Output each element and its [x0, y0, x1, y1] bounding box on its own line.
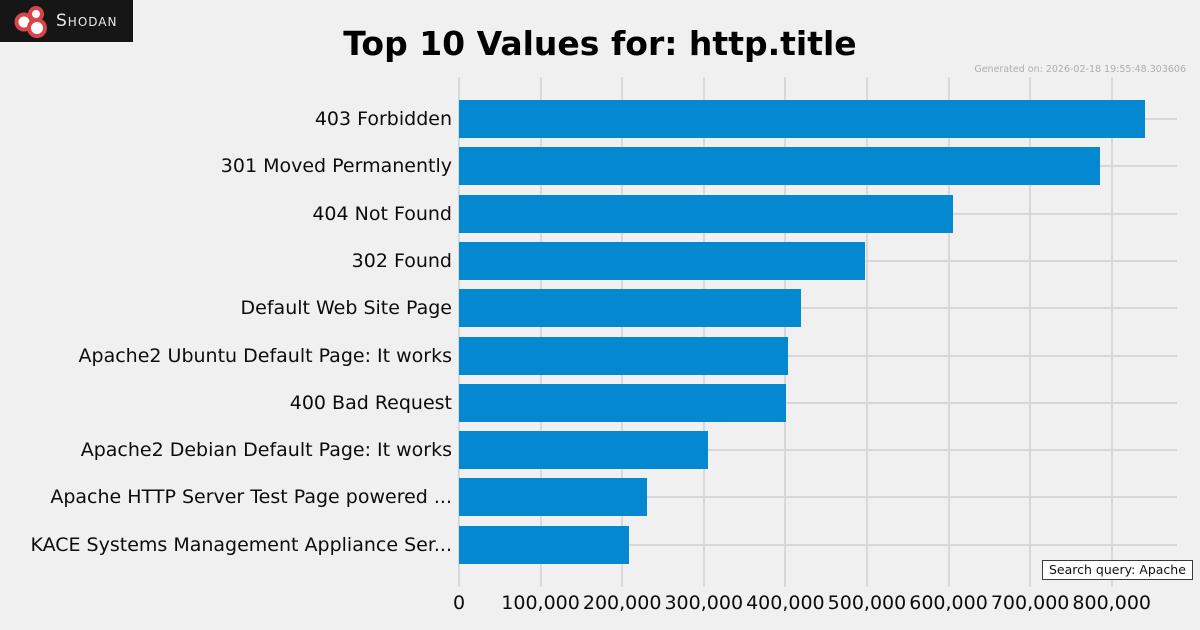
x-gridline	[539, 77, 542, 587]
x-gridline	[1029, 77, 1032, 587]
category-label: 301 Moved Permanently	[220, 155, 452, 178]
bar	[459, 100, 1146, 139]
chart-title: Top 10 Values for: http.title	[343, 24, 857, 63]
y-gridline	[459, 449, 1177, 452]
x-tick-label: 800,000	[1072, 592, 1151, 614]
category-label: Apache HTTP Server Test Page powered ...	[50, 486, 452, 509]
x-gridline	[621, 77, 624, 587]
x-gridline	[702, 77, 705, 587]
bar	[459, 336, 788, 375]
x-tick-label: 100,000	[501, 592, 580, 614]
x-tick-label: 700,000	[990, 592, 1070, 614]
category-label: Default Web Site Page	[240, 297, 452, 320]
x-gridline	[865, 77, 868, 587]
category-label: KACE Systems Management Appliance Ser...	[30, 533, 452, 556]
shodan-logo: Shodan	[0, 0, 133, 42]
category-label: Apache2 Ubuntu Default Page: It works	[78, 344, 452, 367]
bar	[459, 147, 1101, 186]
category-label: 404 Not Found	[312, 202, 452, 225]
x-tick-label: 0	[452, 592, 466, 614]
x-gridline	[947, 77, 950, 587]
category-label: Apache2 Debian Default Page: It works	[80, 439, 452, 462]
bar	[459, 525, 629, 564]
bar	[459, 478, 647, 517]
x-tick-label: 400,000	[746, 592, 825, 614]
x-gridline	[458, 77, 460, 587]
x-tick-label: 500,000	[827, 592, 907, 614]
y-gridline	[459, 496, 1177, 499]
x-tick-label: 200,000	[582, 592, 662, 614]
shodan-logo-icon	[14, 6, 47, 38]
bar	[459, 431, 708, 470]
generated-timestamp: Generated on: 2026-02-18 19:55:48.303606	[974, 64, 1186, 75]
y-gridline	[459, 354, 1177, 357]
category-label: 302 Found	[351, 250, 452, 272]
x-tick-label: 300,000	[664, 592, 744, 614]
bar	[459, 289, 801, 328]
search-query-badge: Search query: Apache	[1042, 560, 1193, 580]
y-gridline	[459, 543, 1177, 546]
shodan-logo-label: Shodan	[56, 11, 118, 31]
bar	[459, 194, 954, 233]
category-label: 400 Bad Request	[289, 391, 452, 414]
x-gridline	[1110, 77, 1113, 587]
bar	[459, 383, 787, 422]
bar	[459, 242, 865, 280]
x-tick-label: 600,000	[909, 592, 988, 614]
y-gridline	[459, 401, 1177, 404]
x-gridline	[784, 77, 787, 587]
category-label: 403 Forbidden	[314, 108, 452, 131]
y-gridline	[459, 307, 1177, 310]
